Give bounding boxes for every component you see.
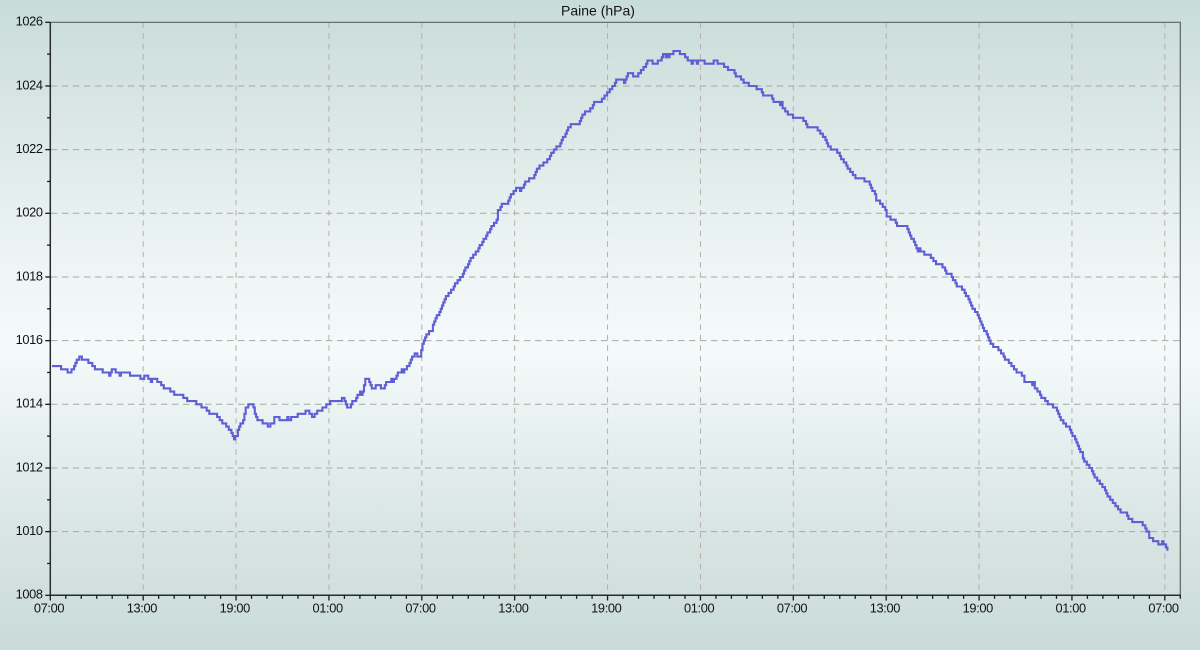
svg-text:01:00: 01:00: [1055, 601, 1086, 616]
svg-text:1016: 1016: [16, 332, 43, 347]
svg-text:13:00: 13:00: [498, 601, 529, 616]
svg-text:07:00: 07:00: [1148, 601, 1179, 616]
svg-text:Paine (hPa): Paine (hPa): [561, 2, 635, 18]
svg-text:13:00: 13:00: [870, 601, 901, 616]
svg-text:1012: 1012: [16, 459, 43, 474]
svg-text:1022: 1022: [16, 141, 43, 156]
svg-text:01:00: 01:00: [684, 601, 715, 616]
svg-text:1014: 1014: [16, 396, 43, 411]
svg-text:1010: 1010: [16, 523, 43, 538]
svg-text:19:00: 19:00: [963, 601, 994, 616]
svg-text:1026: 1026: [16, 14, 43, 29]
svg-text:1008: 1008: [16, 587, 43, 602]
svg-text:19:00: 19:00: [591, 601, 622, 616]
svg-text:07:00: 07:00: [34, 601, 65, 616]
svg-text:19:00: 19:00: [220, 601, 251, 616]
svg-text:1018: 1018: [16, 268, 43, 283]
svg-text:1024: 1024: [16, 77, 43, 92]
svg-text:07:00: 07:00: [405, 601, 436, 616]
svg-text:1020: 1020: [16, 205, 43, 220]
svg-text:01:00: 01:00: [312, 601, 343, 616]
svg-text:13:00: 13:00: [127, 601, 158, 616]
svg-text:07:00: 07:00: [777, 601, 808, 616]
